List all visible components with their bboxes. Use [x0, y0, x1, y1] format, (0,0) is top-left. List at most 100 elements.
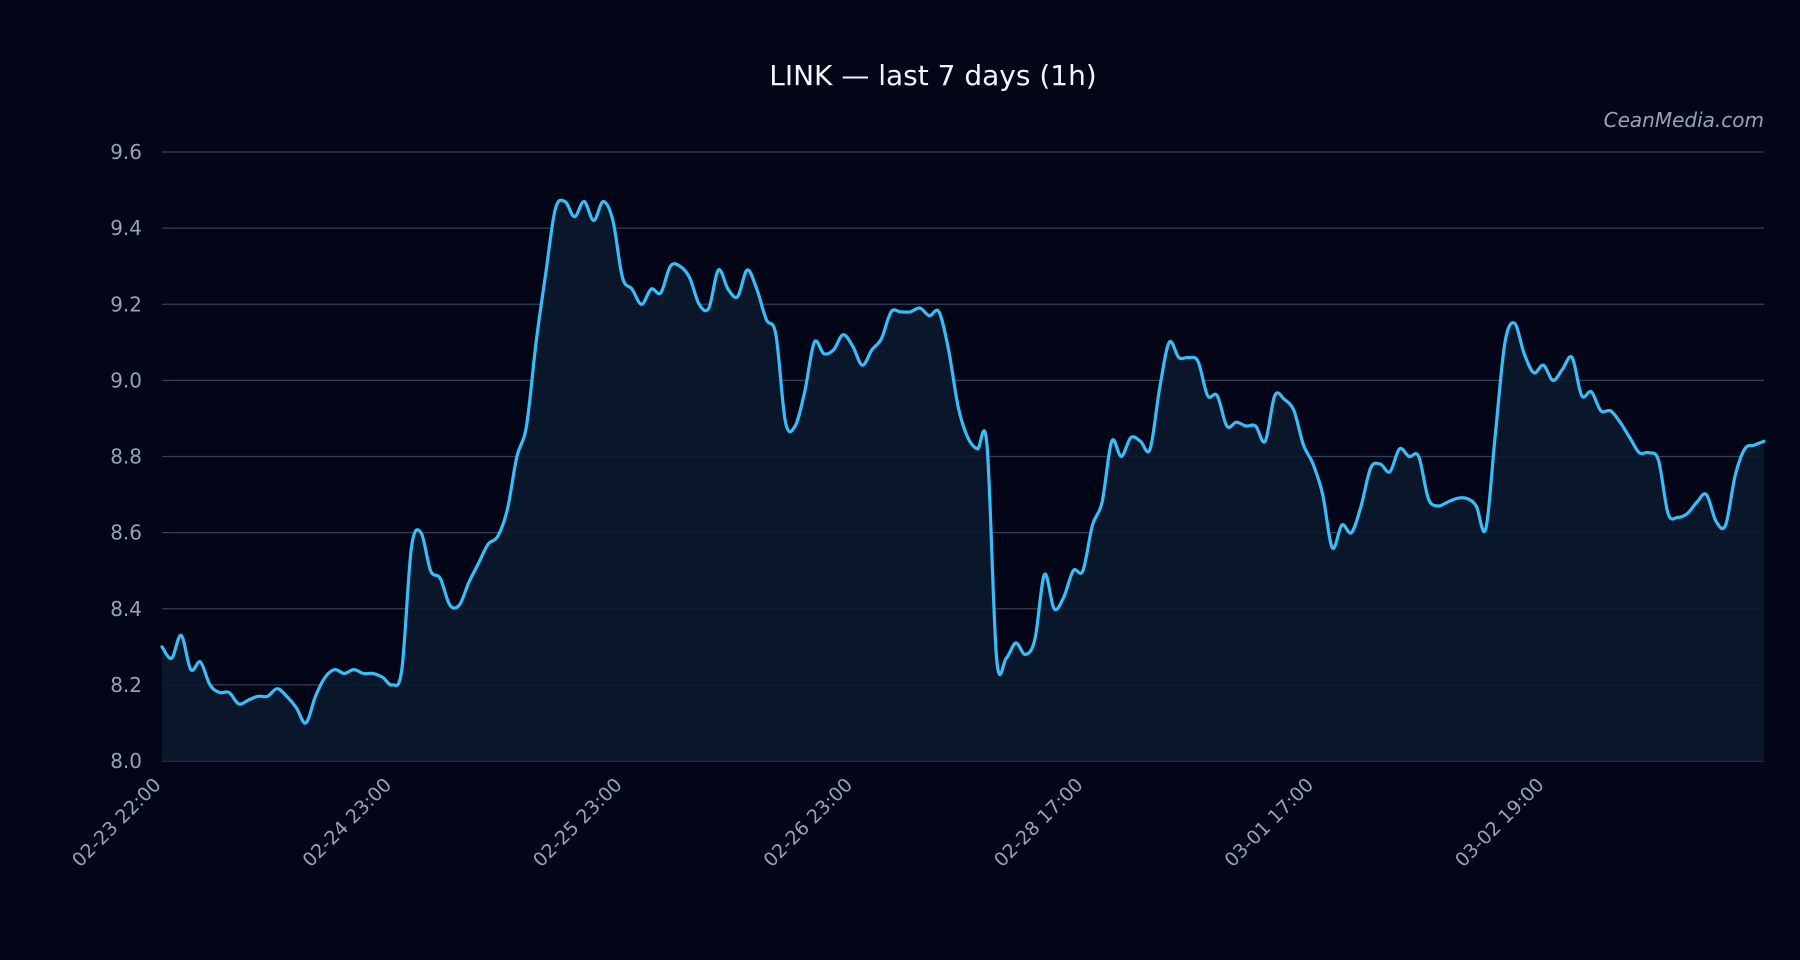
data-point: [947, 348, 951, 352]
data-point: [409, 546, 413, 550]
y-axis: 8.0 8.2 8.4 8.6 8.8 9.0 9.2 9.4 9.6: [110, 140, 142, 773]
y-tick-label: 9.6: [110, 140, 142, 164]
data-point: [573, 215, 577, 219]
data-point: [477, 561, 481, 565]
data-point: [314, 694, 318, 698]
data-point: [1119, 455, 1123, 459]
data-point: [467, 580, 471, 584]
x-tick-label: 02-24 23:00: [298, 774, 396, 872]
data-point: [1139, 439, 1143, 443]
data-point: [707, 306, 711, 310]
data-point: [1263, 439, 1267, 443]
data-point: [381, 675, 385, 679]
data-point: [323, 675, 327, 679]
data-point: [1762, 439, 1766, 443]
data-point: [745, 268, 749, 272]
data-point: [1618, 420, 1622, 424]
x-tick-label: 02-25 23:00: [529, 774, 627, 872]
data-point: [1215, 394, 1219, 398]
data-point: [1551, 378, 1555, 382]
data-point: [726, 287, 730, 291]
y-tick-label: 9.4: [110, 216, 142, 240]
data-point: [1445, 500, 1449, 504]
data-point: [1023, 652, 1027, 656]
data-point: [1666, 512, 1670, 516]
data-point: [1100, 500, 1104, 504]
data-point: [1628, 436, 1632, 440]
data-point: [995, 656, 999, 660]
series-line: [160, 198, 1766, 725]
data-point: [640, 302, 644, 306]
data-point: [438, 576, 442, 580]
data-point: [352, 668, 356, 672]
data-point: [1359, 504, 1363, 508]
data-point: [246, 698, 250, 702]
y-tick-label: 9.0: [110, 368, 142, 392]
data-point: [1513, 321, 1517, 325]
data-point: [822, 352, 826, 356]
data-point: [1330, 546, 1334, 550]
data-point: [419, 531, 423, 535]
data-point: [1417, 455, 1421, 459]
data-point: [304, 721, 308, 725]
data-point: [956, 405, 960, 409]
data-point: [803, 390, 807, 394]
data-point: [1752, 443, 1756, 447]
data-point: [659, 291, 663, 295]
x-axis: 02-23 22:00 02-24 23:00 02-25 23:00 02-26 2…: [68, 774, 1549, 872]
y-tick-label: 8.2: [110, 673, 142, 697]
data-point: [525, 424, 529, 428]
data-point: [1340, 523, 1344, 527]
x-tick-label: 03-01 17:00: [1220, 774, 1318, 872]
data-point: [400, 668, 404, 672]
data-point: [880, 337, 884, 341]
data-point: [1532, 371, 1536, 375]
data-point: [736, 295, 740, 299]
data-point: [544, 272, 548, 276]
data-point: [342, 672, 346, 676]
data-point: [975, 447, 979, 451]
data-point: [688, 276, 692, 280]
data-point: [266, 694, 270, 698]
data-point: [1676, 515, 1680, 519]
data-point: [908, 310, 912, 314]
data-point: [1609, 409, 1613, 413]
data-point: [649, 287, 653, 291]
data-point: [899, 310, 903, 314]
data-point: [784, 420, 788, 424]
data-point: [1388, 470, 1392, 474]
data-point: [1685, 512, 1689, 516]
data-point: [1014, 641, 1018, 645]
data-point: [1714, 519, 1718, 523]
data-point: [1580, 394, 1584, 398]
x-tick-label: 02-23 22:00: [68, 774, 166, 872]
data-point: [1695, 500, 1699, 504]
data-point: [1647, 451, 1651, 455]
data-point: [1292, 409, 1296, 413]
data-point: [371, 672, 375, 676]
data-point: [1282, 397, 1286, 401]
data-point: [611, 219, 615, 223]
y-tick-label: 9.2: [110, 292, 142, 316]
y-tick-label: 8.4: [110, 597, 142, 621]
data-point: [1369, 466, 1373, 470]
data-point: [1225, 424, 1229, 428]
y-tick-label: 8.6: [110, 521, 142, 545]
data-point: [496, 534, 500, 538]
data-point: [793, 424, 797, 428]
data-point: [275, 687, 279, 691]
data-point: [1167, 340, 1171, 344]
data-point: [1724, 523, 1728, 527]
chart-title: LINK — last 7 days (1h): [769, 59, 1096, 92]
data-point: [1321, 493, 1325, 497]
data-point: [1110, 439, 1114, 443]
data-point: [812, 340, 816, 344]
data-point: [256, 694, 260, 698]
data-point: [170, 656, 174, 660]
data-point: [1186, 356, 1190, 360]
data-point: [1378, 462, 1382, 466]
data-point: [966, 436, 970, 440]
y-tick-label: 8.0: [110, 749, 142, 773]
x-tick-label: 03-02 19:00: [1451, 774, 1549, 872]
